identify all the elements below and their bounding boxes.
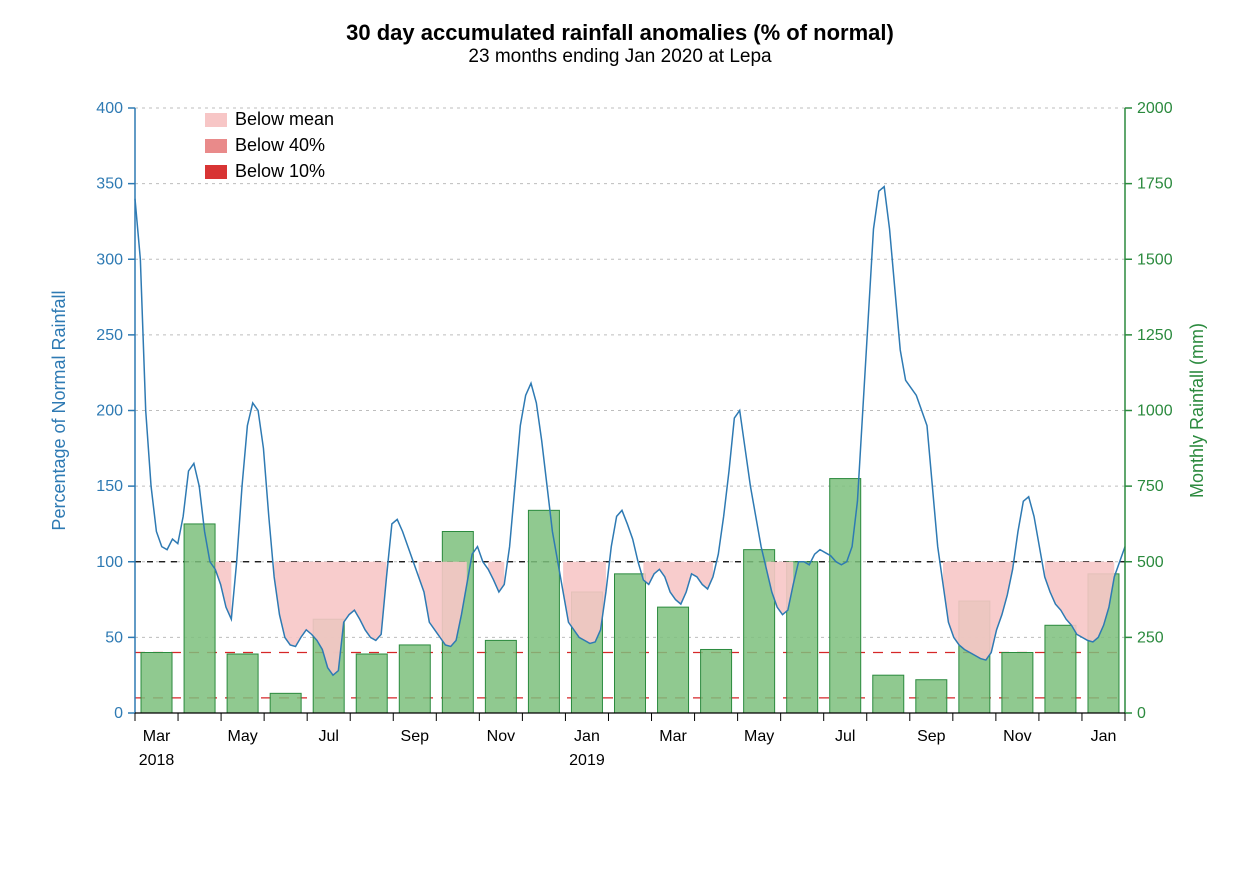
x-year-label: 2019 xyxy=(569,752,605,769)
x-tick-label: Jan xyxy=(574,728,600,745)
legend-swatch xyxy=(205,113,227,127)
y-tick-label-right: 2000 xyxy=(1137,100,1173,117)
rainfall-bar xyxy=(1045,625,1076,713)
y-tick-label-right: 500 xyxy=(1137,554,1164,571)
rainfall-bar xyxy=(399,645,430,713)
rainfall-bar xyxy=(356,654,387,713)
x-tick-label: Jul xyxy=(835,728,855,745)
y-tick-label-right: 750 xyxy=(1137,478,1164,495)
y-tick-label-left: 50 xyxy=(105,629,123,646)
y-tick-label-left: 100 xyxy=(96,554,123,571)
rainfall-bar xyxy=(658,607,689,713)
y-tick-label-right: 1250 xyxy=(1137,327,1173,344)
rainfall-bar xyxy=(873,675,904,713)
rainfall-bar xyxy=(615,574,646,713)
legend-label: Below 10% xyxy=(235,161,325,181)
y-tick-label-left: 350 xyxy=(96,176,123,193)
y-tick-label-left: 200 xyxy=(96,403,123,420)
y-tick-label-right: 1500 xyxy=(1137,251,1173,268)
y-tick-label-right: 250 xyxy=(1137,629,1164,646)
rainfall-bar xyxy=(916,680,947,713)
y-tick-label-left: 400 xyxy=(96,100,123,117)
y-axis-label-right: Monthly Rainfall (mm) xyxy=(1187,323,1207,498)
x-tick-label: Jan xyxy=(1091,728,1117,745)
y-tick-label-left: 300 xyxy=(96,251,123,268)
y-tick-label-right: 1000 xyxy=(1137,403,1173,420)
x-tick-label: May xyxy=(744,728,774,745)
y-axis-label-left: Percentage of Normal Rainfall xyxy=(49,290,69,530)
y-tick-label-left: 0 xyxy=(114,705,123,722)
x-tick-label: Sep xyxy=(401,728,430,745)
x-tick-label: Mar xyxy=(143,728,171,745)
rainfall-bar xyxy=(270,693,301,713)
rainfall-anomaly-chart: 30 day accumulated rainfall anomalies (%… xyxy=(20,20,1220,865)
below-mean-fill xyxy=(215,562,231,619)
y-tick-label-left: 150 xyxy=(96,478,123,495)
rainfall-bar xyxy=(141,653,172,714)
rainfall-bar xyxy=(1002,653,1033,714)
x-tick-label: Mar xyxy=(659,728,687,745)
rainfall-bar xyxy=(485,640,516,713)
chart-title: 30 day accumulated rainfall anomalies (%… xyxy=(20,20,1220,46)
legend-label: Below mean xyxy=(235,109,334,129)
legend-swatch xyxy=(205,139,227,153)
x-tick-label: Sep xyxy=(917,728,946,745)
y-tick-label-right: 1750 xyxy=(1137,176,1173,193)
chart-titles: 30 day accumulated rainfall anomalies (%… xyxy=(20,20,1220,68)
y-tick-label-right: 0 xyxy=(1137,705,1146,722)
chart-subtitle: 23 months ending Jan 2020 at Lepa xyxy=(20,46,1220,68)
chart-canvas: 0 50 100 150 200 250 300 350 400 Percentage of No… xyxy=(20,73,1220,858)
rainfall-bar xyxy=(701,649,732,713)
x-tick-label: May xyxy=(227,728,257,745)
x-tick-label: Nov xyxy=(487,728,515,745)
rainfall-bar xyxy=(227,654,258,713)
x-tick-label: Nov xyxy=(1003,728,1031,745)
x-tick-label: Jul xyxy=(318,728,338,745)
x-year-label: 2018 xyxy=(139,752,175,769)
legend-swatch xyxy=(205,165,227,179)
below-mean-fill xyxy=(643,562,713,604)
rainfall-bar xyxy=(184,524,215,713)
y-tick-label-left: 250 xyxy=(96,327,123,344)
legend-label: Below 40% xyxy=(235,135,325,155)
